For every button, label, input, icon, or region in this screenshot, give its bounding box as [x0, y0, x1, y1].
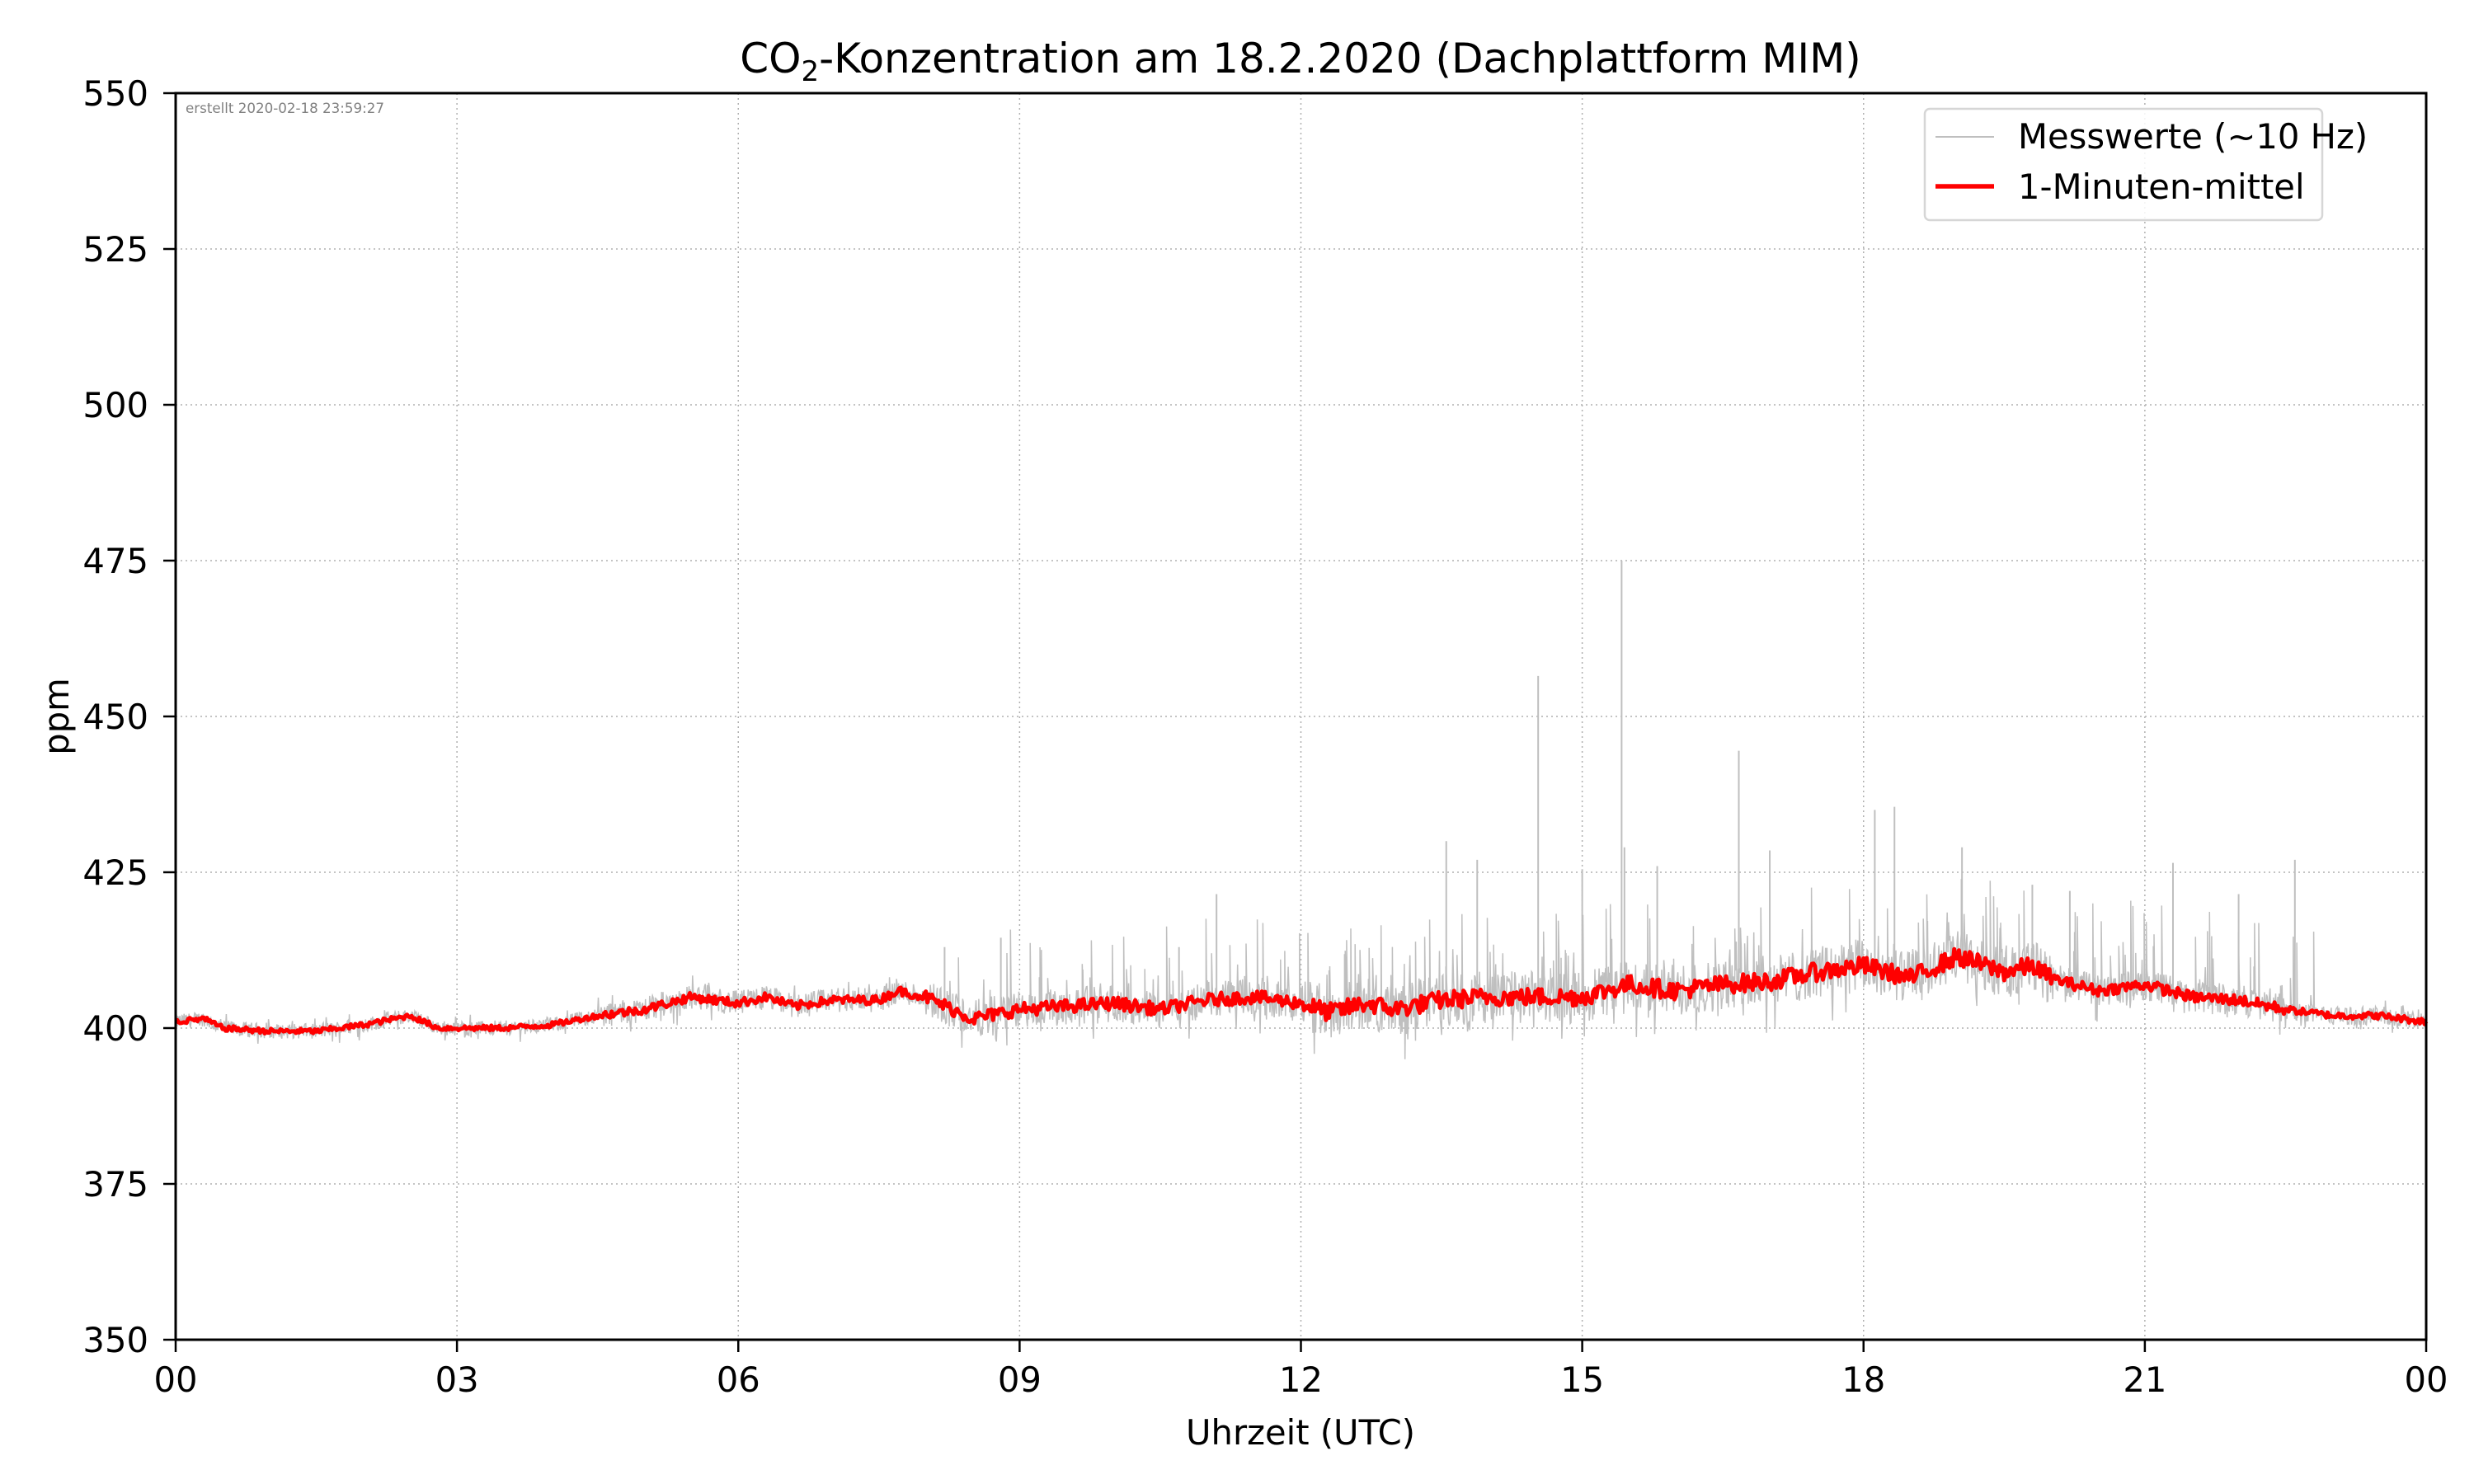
created-annotation: erstellt 2020-02-18 23:59:27: [186, 100, 384, 116]
y-tick-label: 500: [82, 385, 148, 425]
y-tick-label: 550: [82, 73, 148, 114]
x-tick-label: 00: [2404, 1360, 2448, 1400]
x-axis-label: Uhrzeit (UTC): [1186, 1412, 1415, 1453]
y-tick-label: 350: [82, 1320, 148, 1360]
legend-mean-label: 1-Minuten-mittel: [2018, 167, 2305, 207]
y-tick-label: 475: [82, 541, 148, 581]
y-axis-label: ppm: [36, 678, 77, 755]
x-tick-label: 03: [435, 1360, 479, 1400]
x-tick-label: 06: [717, 1360, 760, 1400]
chart-title: CO2-Konzentration am 18.2.2020 (Dachplat…: [740, 35, 1861, 88]
x-tick-label: 21: [2123, 1360, 2166, 1400]
legend-raw-label: Messwerte (~10 Hz): [2018, 116, 2368, 157]
x-tick-label: 12: [1279, 1360, 1323, 1400]
x-tick-label: 09: [998, 1360, 1042, 1400]
x-tick-label: 15: [1560, 1360, 1604, 1400]
y-tick-label: 525: [82, 229, 148, 270]
grid-lines: [176, 93, 2426, 1340]
y-tick-label: 375: [82, 1164, 148, 1205]
y-tick-label: 450: [82, 697, 148, 737]
mean-series: [175, 946, 2429, 1036]
x-tick-label: 00: [153, 1360, 197, 1400]
y-tick-label: 400: [82, 1008, 148, 1049]
legend-box: [1923, 107, 2324, 222]
legend: Messwerte (~10 Hz) 1-Minuten-mittel: [1923, 107, 2368, 222]
x-tick-label: 18: [1841, 1360, 1885, 1400]
y-tick-label: 425: [82, 852, 148, 893]
mean-series-line: [175, 946, 2429, 1036]
axis-ticks: 00 03 06 09 12 15 18 21 003503754004254504755005…: [82, 73, 2448, 1400]
